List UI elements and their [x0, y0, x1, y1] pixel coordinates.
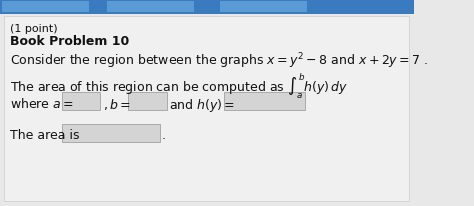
FancyBboxPatch shape [0, 0, 414, 15]
Text: and $h(y) =$: and $h(y) =$ [169, 97, 239, 114]
Text: .: . [162, 128, 165, 141]
FancyBboxPatch shape [62, 92, 100, 110]
FancyBboxPatch shape [4, 17, 410, 201]
Text: The area is: The area is [10, 128, 80, 141]
FancyBboxPatch shape [224, 92, 305, 110]
Text: $, b =$: $, b =$ [103, 97, 135, 111]
FancyBboxPatch shape [107, 2, 194, 13]
FancyBboxPatch shape [2, 2, 89, 13]
Text: where $a =$: where $a =$ [10, 97, 78, 110]
Text: The area of this region can be computed as $\int_a^b h(y)\, dy$: The area of this region can be computed … [10, 71, 349, 99]
FancyBboxPatch shape [62, 124, 160, 142]
FancyBboxPatch shape [220, 2, 307, 13]
Text: Book Problem 10: Book Problem 10 [10, 35, 130, 48]
Text: Consider the region between the graphs $x = y^2 - 8$ and $x + 2y = 7$ .: Consider the region between the graphs $… [10, 51, 428, 70]
Text: (1 point): (1 point) [10, 24, 58, 34]
FancyBboxPatch shape [128, 92, 167, 110]
